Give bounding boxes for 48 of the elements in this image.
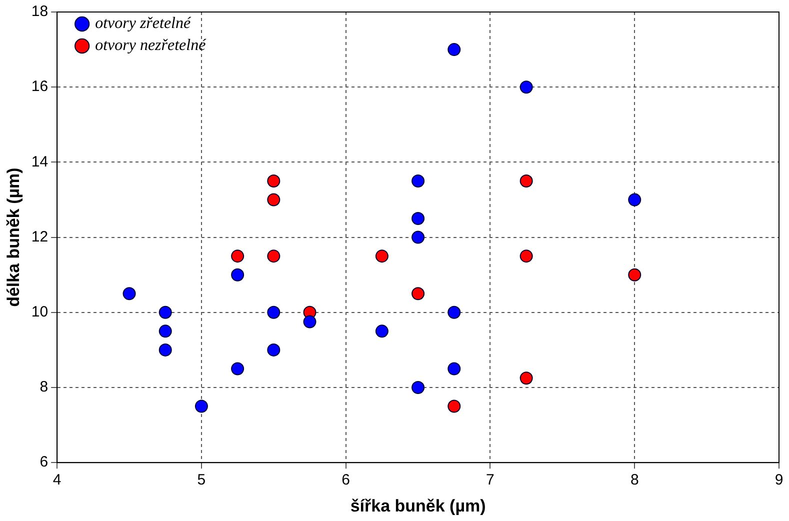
point <box>231 268 244 282</box>
x-axis-title: šířka buněk (µm) <box>350 496 486 516</box>
x-tick-label: 4 <box>52 472 62 489</box>
x-tick-label: 7 <box>486 472 494 489</box>
point <box>412 230 425 244</box>
point <box>267 174 280 188</box>
point <box>628 193 642 206</box>
x-tick-label: 5 <box>197 472 206 489</box>
y-tick-label: 16 <box>31 78 48 96</box>
point <box>412 287 425 300</box>
point <box>448 400 461 413</box>
point <box>520 372 533 385</box>
x-tick-label: 8 <box>630 472 639 489</box>
point <box>448 306 461 319</box>
point <box>412 212 425 226</box>
y-tick-label: 6 <box>40 454 48 471</box>
point <box>448 362 461 376</box>
point <box>520 80 533 94</box>
x-tick-label: 6 <box>342 472 350 489</box>
point <box>122 287 136 300</box>
legend-label: otvory zřetelné <box>95 15 192 32</box>
point <box>448 43 461 56</box>
y-tick-label: 8 <box>40 378 48 396</box>
point <box>267 250 280 263</box>
y-axis-title: délka buněk (µm) <box>4 168 23 307</box>
point <box>375 324 388 338</box>
point <box>194 400 208 413</box>
x-tick-label: 9 <box>774 472 784 489</box>
point <box>267 193 280 206</box>
point <box>520 250 533 263</box>
y-tick-label: 18 <box>31 3 48 20</box>
point <box>628 268 642 282</box>
point <box>375 250 388 263</box>
point <box>412 174 425 188</box>
point <box>158 306 172 319</box>
point <box>158 343 172 356</box>
point <box>158 324 172 338</box>
legend-label: otvory nezřetelné <box>95 37 207 54</box>
point <box>412 381 425 394</box>
point <box>231 362 244 376</box>
y-tick-label: 14 <box>31 153 48 170</box>
y-tick-label: 12 <box>31 228 48 246</box>
point <box>267 306 280 319</box>
point <box>520 174 533 188</box>
point <box>267 343 280 356</box>
point <box>303 315 316 328</box>
point <box>231 250 244 263</box>
y-tick-label: 10 <box>31 304 48 321</box>
